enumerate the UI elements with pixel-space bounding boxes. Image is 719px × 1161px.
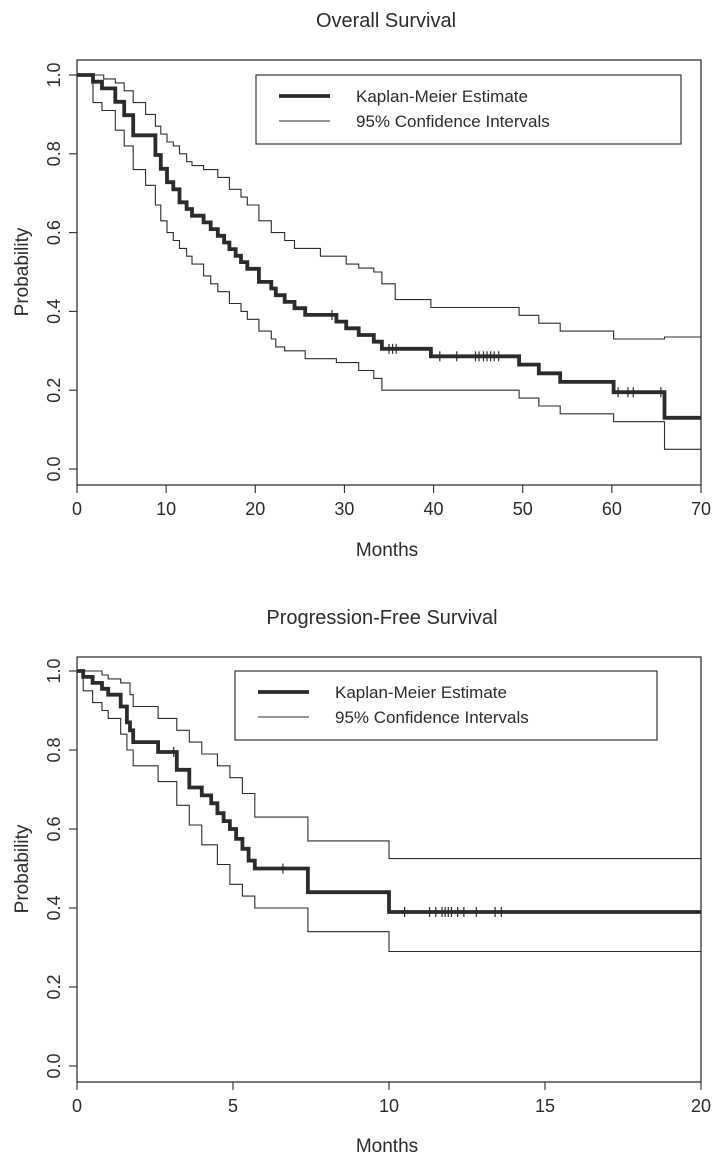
legend-box: [234, 670, 658, 741]
x-axis-label: Months: [356, 540, 418, 561]
series-lines: [77, 669, 701, 953]
y-axis: 0.0 0.2 0.4 0.6 0.8 1.0: [44, 658, 77, 1079]
x-tick-label: 20: [245, 499, 265, 519]
x-axis-label: Months: [356, 1136, 418, 1157]
x-tick-label: 0: [72, 1096, 82, 1116]
x-tick-label: 70: [691, 499, 711, 519]
ci-upper-line: [77, 670, 701, 860]
ci-lower-line: [77, 670, 701, 953]
x-tick-label: 30: [334, 499, 354, 519]
overall-survival-chart: Overall Survival 0.0 0.2 0.4 0.6 0.8 1.0 0 10 2…: [12, 10, 711, 561]
y-tick-label: 0.4: [44, 895, 64, 920]
y-tick-label: 0.6: [44, 816, 64, 841]
x-tick-label: 50: [513, 499, 533, 519]
ci-upper-line: [77, 74, 701, 340]
legend-label-km: Kaplan-Meier Estimate: [356, 87, 528, 106]
censor-marks: [331, 309, 662, 398]
km-estimate-line: [77, 669, 701, 914]
ci-lower-line: [77, 74, 701, 450]
x-tick-label: 15: [535, 1096, 555, 1116]
legend: Kaplan-Meier Estimate 95% Confidence Int…: [234, 670, 658, 741]
y-tick-label: 1.0: [44, 62, 64, 87]
progression-free-survival-chart: Progression-Free Survival 0.00.20.40.60.…: [12, 607, 711, 1157]
x-axis: 0 10 20 30 40 50 60 70: [72, 485, 711, 519]
censor-marks: [173, 746, 502, 917]
y-axis-label: Probability: [12, 227, 33, 316]
y-tick-label: 0.8: [44, 737, 64, 762]
y-axis: 0.0 0.2 0.4 0.6 0.8 1.0: [44, 62, 77, 482]
y-tick-label: 0.6: [44, 220, 64, 245]
x-tick-label: 60: [602, 499, 622, 519]
legend-box: [255, 74, 682, 145]
legend-label-ci: 95% Confidence Intervals: [335, 708, 529, 727]
y-tick-label: 0.0: [44, 456, 64, 481]
y-axis-label: Probability: [12, 824, 33, 913]
x-tick-label: 0: [72, 499, 82, 519]
legend-label-km: Kaplan-Meier Estimate: [335, 683, 507, 702]
y-tick-label: 1.0: [44, 658, 64, 683]
y-tick-label: 0.2: [44, 378, 64, 403]
legend: Kaplan-Meier Estimate 95% Confidence Int…: [255, 74, 682, 145]
y-tick-label: 0.8: [44, 141, 64, 166]
x-tick-label: 10: [379, 1096, 399, 1116]
x-axis: 0 5 10 15 20: [72, 1082, 711, 1116]
legend-label-ci: 95% Confidence Intervals: [356, 112, 550, 131]
chart-title: Progression-Free Survival: [266, 607, 497, 629]
x-tick-label: 5: [228, 1096, 238, 1116]
y-tick-label: 0.4: [44, 299, 64, 324]
plot-frame: [76, 59, 702, 486]
km-estimate-line: [77, 73, 701, 420]
x-tick-label: 40: [424, 499, 444, 519]
x-tick-label: 20: [691, 1096, 711, 1116]
y-tick-label: 0.2: [44, 974, 64, 999]
series-lines: [77, 73, 701, 450]
x-tick-label: 10: [156, 499, 176, 519]
y-tick-label: 0.0: [44, 1053, 64, 1078]
chart-title: Overall Survival: [316, 10, 456, 32]
